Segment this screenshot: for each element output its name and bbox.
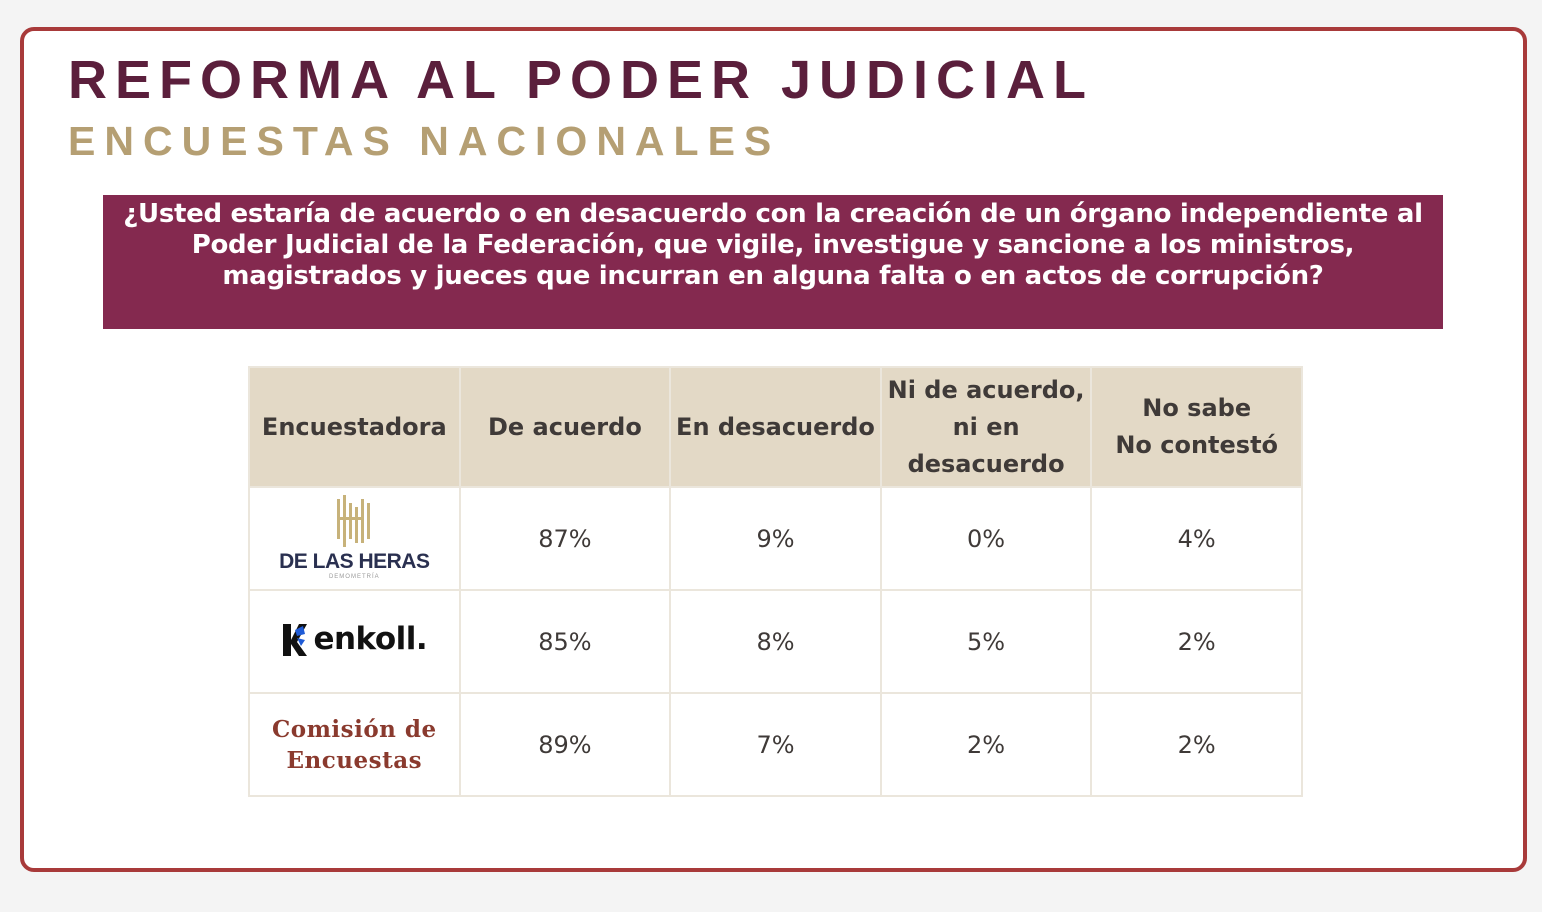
header-neither-line-2: ni en [952, 412, 1020, 441]
comision-de-encuestas-logo: Comisión de Encuestas [272, 716, 437, 774]
results-table: Encuestadora De acuerdo En desacuerdo Ni… [248, 366, 1303, 797]
agree-cell: 89% [458, 692, 672, 797]
agree-cell: 87% [458, 486, 672, 591]
enkoll-logo: enkoll. [281, 620, 428, 658]
no-answer-cell: 4% [1090, 486, 1303, 591]
pollster-cell: enkoll. [248, 589, 461, 694]
neither-cell: 5% [879, 589, 1093, 694]
header-pollster: Encuestadora [248, 366, 461, 488]
survey-question: ¿Usted estaría de acuerdo o en desacuerd… [103, 195, 1443, 329]
page-title: REFORMA AL PODER JUDICIAL [68, 50, 1095, 110]
comision-line-1: Comisión de [271, 715, 437, 743]
no-answer-cell: 2% [1090, 692, 1303, 797]
de-las-heras-icon [337, 495, 371, 547]
header-disagree: En desacuerdo [669, 366, 882, 488]
comision-line-2: Encuestas [286, 746, 423, 774]
table-header-row: Encuestadora De acuerdo En desacuerdo Ni… [248, 366, 1303, 488]
header-neither-line-1: Ni de acuerdo, [887, 375, 1085, 404]
neither-cell: 2% [879, 692, 1093, 797]
agree-cell: 85% [458, 589, 672, 694]
page-subtitle: ENCUESTAS NACIONALES [68, 118, 781, 164]
header-no-answer-line-2: No contestó [1115, 431, 1279, 459]
header-neither: Ni de acuerdo, ni en desacuerdo [879, 366, 1093, 488]
pollster-cell: DE LAS HERAS DEMOMETRÍA [248, 486, 461, 591]
header-agree: De acuerdo [458, 366, 672, 488]
table-row: enkoll. 85% 8% 5% 2% [248, 589, 1303, 694]
table-row: Comisión de Encuestas 89% 7% 2% 2% [248, 692, 1303, 797]
slide-frame: REFORMA AL PODER JUDICIAL ENCUESTAS NACI… [20, 27, 1527, 872]
table-row: DE LAS HERAS DEMOMETRÍA 87% 9% 0% 4% [248, 486, 1303, 591]
header-neither-line-3: desacuerdo [907, 449, 1065, 478]
disagree-cell: 9% [669, 486, 882, 591]
de-las-heras-logo: DE LAS HERAS DEMOMETRÍA [279, 493, 430, 581]
de-las-heras-name: DE LAS HERAS [279, 550, 430, 573]
no-answer-cell: 2% [1090, 589, 1303, 694]
header-no-answer: No sabe No contestó [1090, 366, 1303, 488]
enkoll-icon [283, 623, 308, 656]
pollster-cell: Comisión de Encuestas [248, 692, 461, 797]
neither-cell: 0% [879, 486, 1093, 591]
de-las-heras-subtext: DEMOMETRÍA [328, 574, 380, 580]
disagree-cell: 8% [669, 589, 882, 694]
enkoll-name: enkoll. [313, 620, 428, 657]
disagree-cell: 7% [669, 692, 882, 797]
header-no-answer-line-1: No sabe [1142, 394, 1252, 422]
